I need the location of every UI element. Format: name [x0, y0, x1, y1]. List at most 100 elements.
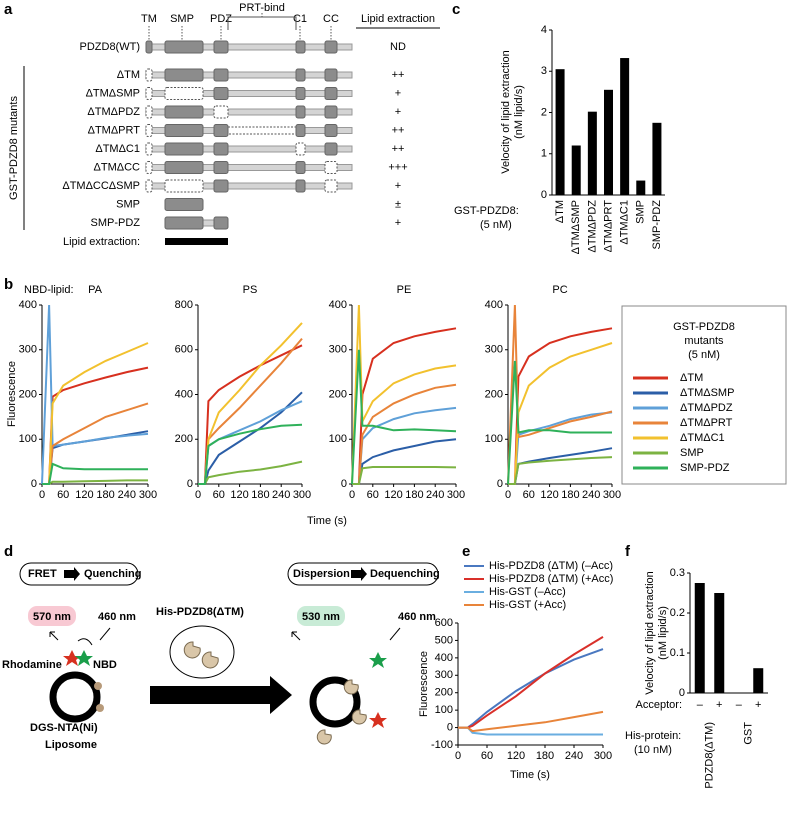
x-tick-label: 0	[505, 489, 511, 501]
row-name: PDZD8(WT)	[80, 41, 141, 53]
vesicle-label: Liposome	[45, 739, 97, 751]
domain	[164, 40, 204, 54]
y-tick-label: 0	[187, 478, 193, 490]
series-line	[42, 462, 148, 485]
y-axis-label: Velocity of lipid extraction	[644, 571, 656, 695]
legend-title: GST-PDZD8	[673, 321, 735, 333]
series-line	[508, 456, 613, 485]
legend-label: SMP-PDZ	[680, 462, 730, 474]
series-line	[352, 383, 457, 485]
row-result: +++	[388, 161, 407, 173]
x-tick-label: 60	[367, 489, 379, 501]
bar	[620, 58, 630, 195]
y-axis-label: Fluorescence	[6, 361, 18, 427]
lipid-label: DGS-NTA(Ni)	[30, 722, 98, 734]
series-line	[352, 466, 457, 485]
x-tick-label: 0	[39, 489, 45, 501]
legend-label: SMP	[680, 447, 704, 459]
y-tick-label: 400	[485, 299, 503, 311]
series-line	[352, 438, 457, 485]
star	[75, 650, 93, 666]
deleted-domain	[145, 87, 153, 100]
panel-label: b	[4, 276, 13, 293]
domain	[213, 216, 229, 230]
y-tick-label: 300	[435, 669, 453, 681]
deleted-domain	[145, 179, 153, 193]
domain	[213, 87, 229, 100]
y-tick-label: 1	[541, 148, 547, 160]
x-tick-label: 60	[481, 750, 493, 762]
y-tick-label: 400	[435, 652, 453, 664]
domain	[324, 87, 338, 100]
badge	[297, 606, 345, 626]
legend-label: His-GST (+Acc)	[489, 599, 566, 611]
series-line	[42, 402, 149, 485]
x-tick-label: 300	[447, 489, 465, 501]
footer-label: Lipid extraction:	[63, 236, 140, 248]
x-tick-label: –	[697, 699, 704, 711]
series-line	[508, 447, 613, 485]
x-tick-label: SMP-PDZ	[651, 200, 663, 250]
series-line	[458, 710, 604, 733]
extraction-bar	[165, 238, 228, 245]
y-axis-label: Velocity of lipid extraction	[500, 50, 512, 174]
x-tick-label: 240	[118, 489, 136, 501]
domain-label: SMP	[170, 13, 194, 25]
x-tick-label: 180	[536, 750, 554, 762]
x-tick-label: 120	[507, 750, 525, 762]
deleted-domain	[164, 179, 204, 193]
liposome	[309, 676, 361, 728]
deleted-domain	[145, 161, 153, 174]
domain	[295, 40, 306, 54]
deleted-domain	[145, 105, 153, 119]
series-line	[198, 460, 303, 485]
x-tick-label: ΔTMΔPDZ	[586, 200, 598, 253]
y-tick-label: 400	[19, 299, 37, 311]
legend-label: ΔTMΔC1	[680, 432, 725, 444]
domain	[295, 179, 306, 193]
box-text: FRET	[28, 568, 57, 580]
series-line	[42, 479, 148, 485]
y-tick-label: 200	[19, 388, 37, 400]
panel-label: c	[452, 1, 460, 18]
row-name: ΔTMΔSMP	[86, 87, 140, 99]
x-tick-label: 120	[384, 489, 402, 501]
y-tick-label: 200	[329, 388, 347, 400]
series-line	[198, 322, 303, 485]
dye-label: NBD	[93, 659, 117, 671]
domain	[164, 198, 204, 211]
domain	[295, 105, 306, 119]
series-line	[41, 304, 149, 485]
star	[63, 650, 81, 666]
x-tick-label: ΔTM	[554, 200, 566, 223]
x-tick-label: 0	[195, 489, 201, 501]
bar	[604, 89, 613, 195]
bar	[587, 111, 597, 195]
row-result: ++	[392, 69, 405, 81]
y-tick-label: 200	[435, 687, 453, 699]
domain	[164, 216, 204, 230]
box-text: Dequenching	[370, 568, 440, 580]
panel-label: f	[625, 543, 631, 560]
x-tick-label: +	[716, 699, 722, 711]
domain	[324, 124, 338, 137]
column-header: Lipid extraction	[361, 13, 435, 25]
y-tick-label: 200	[175, 433, 193, 445]
domain	[213, 161, 229, 174]
y-tick-label: 100	[485, 433, 503, 445]
y-axis-label: (nM lipid/s)	[657, 606, 669, 660]
row-result: ±	[395, 198, 401, 210]
domain-label: TM	[141, 13, 157, 25]
arrow-icon	[351, 567, 367, 581]
star	[369, 712, 387, 728]
arrow-icon	[64, 567, 80, 581]
y-tick-label: 0	[679, 687, 685, 699]
y-tick-label: 3	[541, 65, 547, 77]
chart-title: PE	[397, 284, 412, 296]
domain	[295, 68, 306, 82]
group-name: PDZD8(ΔTM)	[703, 722, 715, 789]
x-tick-label: 60	[213, 489, 225, 501]
lipid-head	[96, 704, 104, 712]
y-tick-label: 100	[435, 704, 453, 716]
deleted-domain	[145, 142, 153, 156]
